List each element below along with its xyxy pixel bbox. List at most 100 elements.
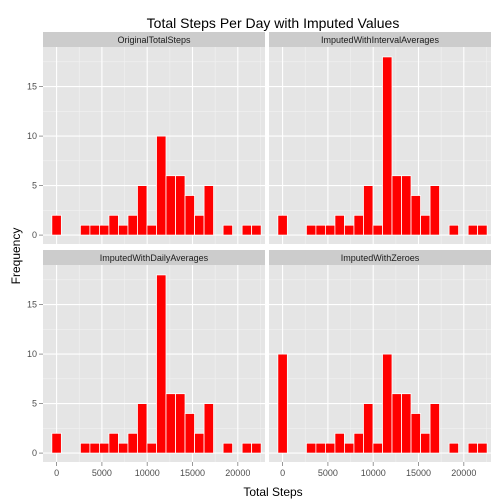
histogram-bar: [127, 214, 138, 236]
histogram-bar: [241, 224, 253, 236]
histogram-bar: [391, 175, 402, 236]
histogram-bar: [467, 442, 479, 454]
histogram-bar: [277, 214, 288, 236]
y-tick-label: 0: [32, 230, 37, 240]
facet-panel: ImputedWithDailyAverages 0 5 10 15 0 5000 10000…: [27, 250, 265, 478]
histogram-bar: [382, 56, 393, 236]
histogram-bar: [325, 442, 336, 454]
facet-strip: [269, 32, 491, 47]
x-tick-label: 5000: [92, 468, 112, 478]
histogram-bar: [137, 403, 148, 454]
histogram-bar: [79, 442, 91, 454]
histogram-bar: [353, 432, 364, 454]
facet-panels: OriginalTotalSteps 0 5 10 15 ImputedWithInter…: [27, 32, 491, 478]
histogram-bar: [305, 224, 317, 236]
panel-background: [43, 47, 265, 244]
histogram-bar: [127, 432, 138, 454]
histogram-bar: [251, 442, 262, 454]
y-axis-title: Frequency: [9, 228, 23, 285]
histogram-bar: [89, 442, 100, 454]
histogram-bar: [363, 185, 374, 236]
histogram-bar: [344, 442, 355, 454]
histogram-bar: [353, 214, 364, 236]
histogram-bar: [137, 185, 148, 236]
histogram-bar: [467, 224, 479, 236]
histogram-bar: [315, 442, 326, 454]
x-tick-label: 20000: [225, 468, 250, 478]
histogram-bar: [477, 442, 488, 454]
facet-panel: OriginalTotalSteps 0 5 10 15: [27, 32, 265, 244]
histogram-bar: [363, 403, 374, 454]
panel-background: [43, 265, 265, 462]
facet-strip-label: ImputedWithIntervalAverages: [321, 35, 439, 45]
histogram-bar: [99, 224, 110, 236]
histogram-bar: [165, 393, 176, 454]
histogram-bar: [372, 224, 383, 236]
histogram-bar: [448, 224, 460, 236]
histogram-bar: [241, 442, 253, 454]
y-tick-label: 15: [27, 82, 37, 92]
histogram-bar: [79, 224, 91, 236]
x-tick-label: 5000: [318, 468, 338, 478]
histogram-bar: [372, 442, 383, 454]
histogram-bar: [156, 274, 167, 454]
panel-background: [269, 47, 491, 244]
y-tick-label: 0: [32, 448, 37, 458]
histogram-bar: [382, 353, 393, 454]
histogram-bar: [429, 185, 440, 236]
histogram-bar: [108, 432, 119, 454]
histogram-bar: [108, 214, 119, 236]
y-tick-label: 10: [27, 131, 37, 141]
histogram-bar: [401, 175, 412, 236]
histogram-bar: [315, 224, 326, 236]
histogram-bar: [277, 353, 288, 454]
histogram-bar: [156, 135, 167, 236]
histogram-bar: [420, 214, 431, 236]
x-tick-label: 20000: [451, 468, 476, 478]
chart-title: Total Steps Per Day with Imputed Values: [147, 15, 400, 31]
histogram-bar: [420, 432, 431, 454]
histogram-bar: [251, 224, 262, 236]
x-tick-label: 15000: [180, 468, 205, 478]
histogram-bar: [194, 214, 205, 236]
histogram-bar: [410, 413, 421, 454]
histogram-bar: [222, 224, 234, 236]
histogram-bar: [175, 393, 186, 454]
histogram-bar: [118, 224, 129, 236]
histogram-bar: [429, 403, 440, 454]
facet-strip: [43, 250, 265, 265]
histogram-bar: [51, 214, 62, 236]
histogram-bar: [51, 432, 62, 454]
histogram-bar: [146, 442, 157, 454]
histogram-bar: [477, 224, 488, 236]
histogram-bar: [203, 403, 214, 454]
histogram-bar: [99, 442, 110, 454]
histogram-bar: [203, 185, 214, 236]
panel-background: [269, 265, 491, 462]
y-tick-label: 5: [32, 181, 37, 191]
x-tick-label: 10000: [361, 468, 386, 478]
histogram-bar: [344, 224, 355, 236]
facet-strip-label: ImputedWithDailyAverages: [100, 253, 209, 263]
histogram-bar: [448, 442, 460, 454]
facet-panel: ImputedWithIntervalAverages: [269, 32, 491, 244]
histogram-bar: [391, 393, 402, 454]
facet-panel: ImputedWithZeroes 0 5000 10000 15000 20000: [269, 250, 491, 478]
x-axis-title: Total Steps: [243, 485, 302, 499]
histogram-bar: [401, 393, 412, 454]
facet-strip-label: ImputedWithZeroes: [341, 253, 420, 263]
histogram-bar: [184, 413, 195, 454]
y-tick-label: 10: [27, 349, 37, 359]
histogram-bar: [334, 214, 345, 236]
x-tick-label: 10000: [135, 468, 160, 478]
histogram-bar: [89, 224, 100, 236]
facet-strip-label: OriginalTotalSteps: [117, 35, 191, 45]
histogram-bar: [334, 432, 345, 454]
histogram-bar: [305, 442, 317, 454]
x-tick-label: 15000: [406, 468, 431, 478]
histogram-bar: [165, 175, 176, 236]
x-tick-label: 0: [54, 468, 59, 478]
facet-strip: [269, 250, 491, 265]
y-tick-label: 5: [32, 399, 37, 409]
